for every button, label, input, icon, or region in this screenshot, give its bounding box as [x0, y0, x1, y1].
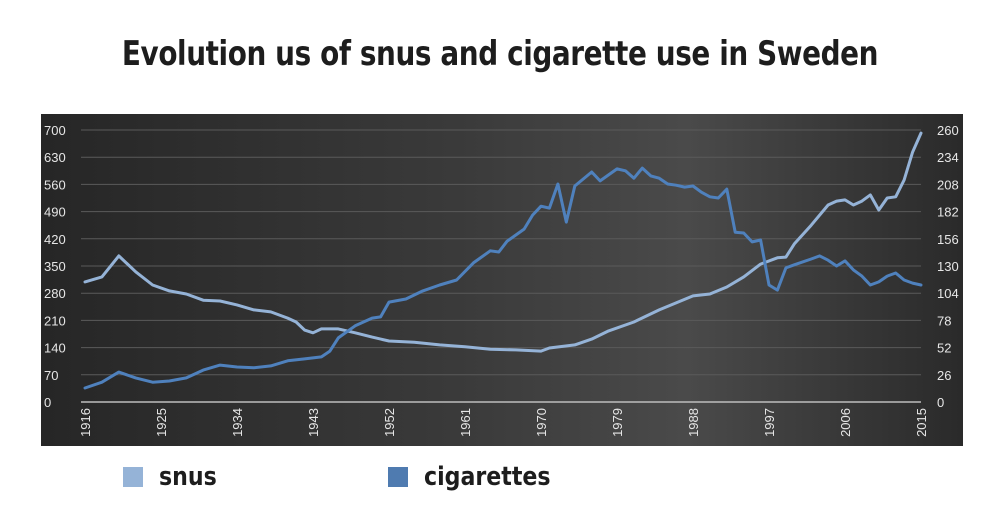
chart-panel: 0 70 140 210 280 350 420 490 560 630 700 0 26 52 78 10…: [41, 114, 963, 446]
x-tick-label: 1934: [230, 408, 245, 437]
x-tick-label: 1943: [306, 408, 321, 437]
x-tick-label: 2006: [838, 408, 853, 437]
y-right-tick-label: 156: [937, 232, 959, 247]
series-line-snus: [83, 131, 923, 353]
y-right-tick-label: 104: [937, 286, 959, 301]
y-left-tick-label: 70: [44, 368, 58, 383]
y-left-tick-label: 210: [44, 313, 66, 328]
y-right-tick-label: 260: [937, 123, 959, 138]
data-lines: [83, 131, 923, 390]
x-tick-label: 1997: [762, 408, 777, 437]
line-chart-plot: 0 70 140 210 280 350 420 490 560 630 700 0 26 52 78 10…: [44, 123, 959, 437]
y-right-tick-label: 78: [937, 313, 951, 328]
y-right-tick-label: 130: [937, 259, 959, 274]
legend-swatch-cigarettes: [388, 467, 408, 487]
y-right-tick-label: 208: [937, 177, 959, 192]
y-right-tick-label: 0: [937, 395, 944, 410]
x-tick-label: 1988: [686, 408, 701, 437]
y-right-tick-label: 52: [937, 341, 951, 356]
y-left-tick-label: 350: [44, 259, 66, 274]
y-right-tick-label: 234: [937, 150, 959, 165]
y-left-tick-label: 560: [44, 177, 66, 192]
y-left-tick-label: 630: [44, 150, 66, 165]
x-axis-labels: 1916 1925 1934 1943 1952 1961 1970 1979 1988 1997…: [78, 408, 929, 437]
y-left-tick-label: 700: [44, 123, 66, 138]
x-tick-label: 2015: [914, 408, 929, 437]
x-tick-label: 1925: [154, 408, 169, 437]
series-line-cigarettes: [83, 166, 923, 390]
legend-label-cigarettes: cigarettes: [424, 462, 551, 492]
x-tick-label: 1961: [458, 408, 473, 437]
gridlines: [81, 129, 921, 403]
y-left-tick-label: 280: [44, 286, 66, 301]
legend-swatch-snus: [123, 467, 143, 487]
y-right-tick-label: 182: [937, 205, 959, 220]
y-left-tick-label: 420: [44, 232, 66, 247]
y-left-tick-label: 140: [44, 341, 66, 356]
left-y-axis-labels: 0 70 140 210 280 350 420 490 560 630 700: [44, 123, 66, 410]
x-tick-label: 1979: [610, 408, 625, 437]
legend-label-snus: snus: [159, 462, 217, 492]
y-left-tick-label: 0: [44, 395, 51, 410]
legend-item-cigarettes: cigarettes: [388, 462, 573, 492]
x-tick-label: 1970: [534, 408, 549, 437]
y-left-tick-label: 490: [44, 205, 66, 220]
x-tick-label: 1916: [78, 408, 93, 437]
legend: snus cigarettes: [0, 462, 1000, 502]
chart-title: Evolution us of snus and cigarette use i…: [121, 34, 879, 74]
x-tick-label: 1952: [382, 408, 397, 437]
y-right-tick-label: 26: [937, 368, 951, 383]
legend-item-snus: snus: [123, 462, 227, 492]
right-y-axis-labels: 0 26 52 78 104 130 156 182 208 234 260: [937, 123, 959, 410]
